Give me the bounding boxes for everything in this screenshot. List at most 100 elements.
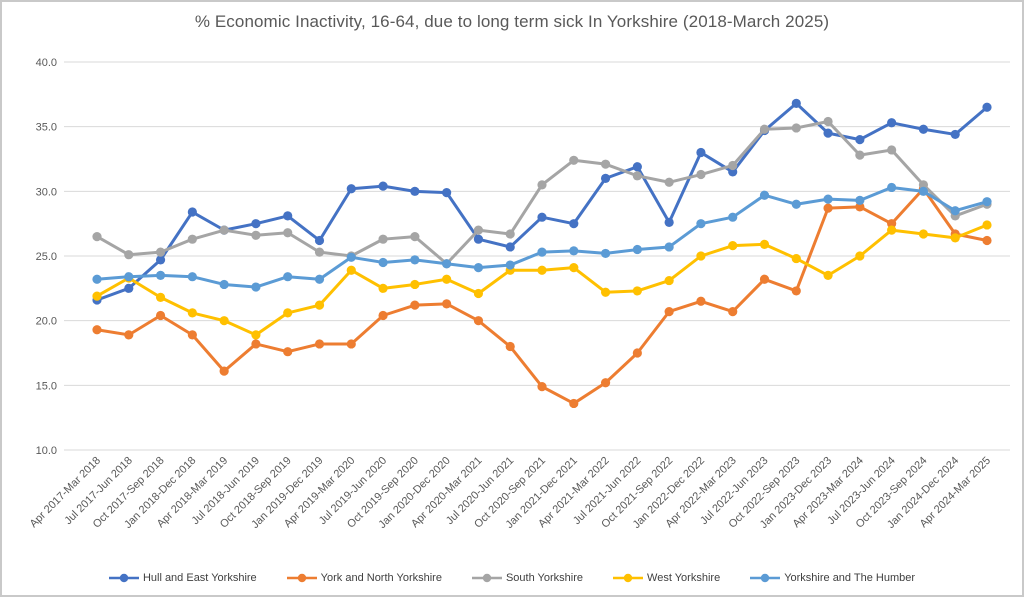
data-point-hull-and-east-yorkshire: [124, 283, 134, 293]
data-point-south-yorkshire: [855, 150, 865, 160]
data-point-west-yorkshire: [759, 239, 770, 249]
data-point-west-yorkshire: [728, 241, 738, 251]
data-point-west-yorkshire: [251, 330, 261, 340]
data-point-west-yorkshire: [92, 291, 102, 301]
legend-label: Hull and East Yorkshire: [142, 572, 257, 584]
series-line-west-yorkshire: [95, 223, 989, 337]
data-point-york-and-north-yorkshire: [346, 339, 356, 349]
data-point-west-yorkshire: [314, 300, 325, 310]
y-axis-tick-label: 30.0: [36, 186, 57, 198]
data-point-south-yorkshire: [219, 225, 229, 235]
data-point-south-yorkshire: [505, 229, 515, 239]
data-point-west-yorkshire: [664, 275, 674, 286]
data-point-west-yorkshire: [918, 229, 929, 239]
data-point-york-and-north-yorkshire: [442, 299, 452, 309]
data-point-york-and-north-yorkshire: [791, 286, 801, 296]
data-point-south-yorkshire: [918, 180, 929, 190]
data-point-york-and-north-yorkshire: [823, 203, 833, 213]
data-point-yorkshire-and-the-humber: [537, 247, 547, 257]
data-point-hull-and-east-yorkshire: [537, 212, 547, 222]
data-point-west-yorkshire: [600, 287, 611, 297]
data-point-yorkshire-and-the-humber: [887, 182, 897, 193]
data-point-hull-and-east-yorkshire: [251, 219, 261, 229]
legend-line-marker-icon: [471, 573, 502, 583]
data-point-hull-and-east-yorkshire: [505, 242, 515, 252]
data-point-yorkshire-and-the-humber: [950, 206, 960, 216]
legend-line-marker-icon: [286, 573, 317, 583]
legend-line-marker-icon: [750, 573, 781, 583]
data-point-yorkshire-and-the-humber: [791, 199, 801, 209]
data-point-york-and-north-yorkshire: [251, 339, 261, 349]
data-point-york-and-north-yorkshire: [759, 274, 770, 284]
data-point-yorkshire-and-the-humber: [346, 252, 356, 262]
data-point-york-and-north-yorkshire: [410, 300, 420, 310]
data-point-york-and-north-yorkshire: [664, 307, 674, 317]
data-point-south-yorkshire: [600, 159, 611, 169]
data-point-yorkshire-and-the-humber: [155, 270, 166, 280]
data-point-west-yorkshire: [187, 308, 197, 318]
data-point-york-and-north-yorkshire: [600, 378, 611, 388]
data-point-hull-and-east-yorkshire: [569, 219, 579, 229]
data-point-hull-and-east-yorkshire: [664, 217, 674, 227]
data-point-hull-and-east-yorkshire: [632, 162, 642, 172]
data-point-yorkshire-and-the-humber: [696, 219, 706, 229]
data-point-yorkshire-and-the-humber: [219, 279, 229, 290]
data-point-west-yorkshire: [219, 316, 229, 326]
data-point-south-yorkshire: [728, 160, 738, 171]
data-point-hull-and-east-yorkshire: [728, 167, 738, 177]
data-point-yorkshire-and-the-humber: [632, 244, 642, 255]
legend-label: West Yorkshire: [647, 572, 721, 584]
data-point-yorkshire-and-the-humber: [473, 263, 484, 273]
data-point-york-and-north-yorkshire: [632, 348, 642, 358]
data-point-york-and-north-yorkshire: [696, 296, 706, 306]
data-point-york-and-north-yorkshire: [378, 310, 388, 321]
data-point-west-yorkshire: [855, 251, 865, 261]
data-point-hull-and-east-yorkshire: [600, 173, 611, 183]
data-point-hull-and-east-yorkshire: [887, 118, 897, 128]
data-point-york-and-north-yorkshire: [982, 235, 992, 246]
data-point-yorkshire-and-the-humber: [982, 197, 992, 207]
data-point-south-yorkshire: [664, 177, 674, 187]
data-point-south-yorkshire: [155, 247, 166, 257]
data-point-york-and-north-yorkshire: [314, 339, 325, 349]
legend-item-west-yorkshire: West Yorkshire: [613, 572, 720, 584]
y-axis-tick-label: 35.0: [36, 122, 57, 134]
data-point-hull-and-east-yorkshire: [791, 98, 801, 108]
data-point-hull-and-east-yorkshire: [696, 147, 706, 158]
legend-label: Yorkshire and The Humber: [784, 572, 916, 584]
data-point-west-yorkshire: [537, 265, 547, 275]
data-point-west-yorkshire: [887, 225, 897, 235]
data-point-hull-and-east-yorkshire: [378, 181, 388, 191]
data-point-yorkshire-and-the-humber: [569, 246, 579, 256]
data-point-yorkshire-and-the-humber: [410, 255, 420, 265]
data-point-yorkshire-and-the-humber: [855, 195, 865, 205]
data-point-yorkshire-and-the-humber: [759, 190, 770, 200]
legend-line-marker-icon: [613, 573, 644, 583]
data-point-yorkshire-and-the-humber: [187, 272, 197, 282]
data-point-south-yorkshire: [887, 145, 897, 155]
data-point-west-yorkshire: [632, 286, 642, 296]
y-axis-tick-label: 20.0: [36, 316, 57, 328]
data-point-york-and-north-yorkshire: [569, 398, 579, 409]
data-point-york-and-north-yorkshire: [187, 330, 197, 340]
data-point-west-yorkshire: [569, 263, 579, 273]
data-point-yorkshire-and-the-humber: [823, 194, 833, 204]
data-point-hull-and-east-yorkshire: [982, 102, 992, 112]
data-point-yorkshire-and-the-humber: [728, 212, 738, 222]
data-point-west-yorkshire: [791, 253, 801, 264]
data-point-york-and-north-yorkshire: [728, 307, 738, 317]
legend-line-marker-icon: [108, 573, 139, 583]
data-point-west-yorkshire: [696, 251, 706, 261]
data-point-south-yorkshire: [251, 230, 261, 240]
data-point-west-yorkshire: [950, 233, 960, 243]
data-point-hull-and-east-yorkshire: [314, 235, 325, 246]
y-axis-tick-label: 15.0: [36, 380, 57, 392]
data-point-york-and-north-yorkshire: [473, 316, 484, 326]
data-point-west-yorkshire: [823, 270, 833, 280]
data-point-york-and-north-yorkshire: [92, 325, 102, 335]
data-point-yorkshire-and-the-humber: [442, 259, 452, 269]
data-point-yorkshire-and-the-humber: [92, 274, 102, 284]
data-point-west-yorkshire: [410, 279, 420, 290]
data-point-south-yorkshire: [569, 155, 579, 165]
